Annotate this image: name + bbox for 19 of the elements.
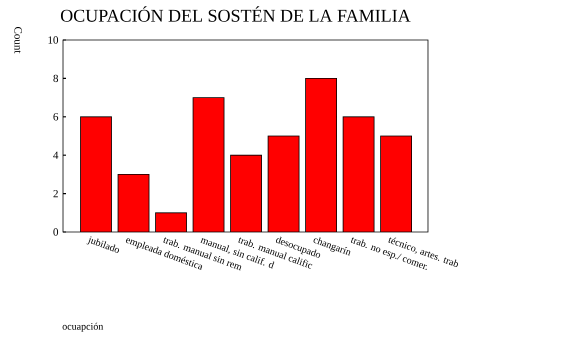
bar — [380, 136, 412, 232]
y-axis-title: Count — [14, 27, 22, 54]
bar — [80, 116, 112, 232]
x-tick-label: jubilado — [86, 236, 120, 253]
chart-title: OCUPACIÓN DEL SOSTÉN DE LA FAMILIA — [60, 6, 411, 22]
bar — [193, 98, 224, 232]
y-tick-label: 10 — [48, 36, 58, 44]
y-tick-label: 4 — [53, 152, 58, 159]
bar — [306, 78, 337, 232]
bar — [230, 155, 262, 232]
y-tick-label: 0 — [53, 228, 58, 236]
bar — [118, 174, 150, 232]
y-tick-label: 8 — [53, 74, 58, 82]
y-tick-label: 2 — [53, 190, 58, 198]
bar — [343, 116, 374, 232]
bar — [156, 212, 187, 232]
text: ocuapción — [62, 322, 104, 332]
bar — [268, 136, 300, 232]
y-tick-label: 6 — [53, 113, 58, 120]
